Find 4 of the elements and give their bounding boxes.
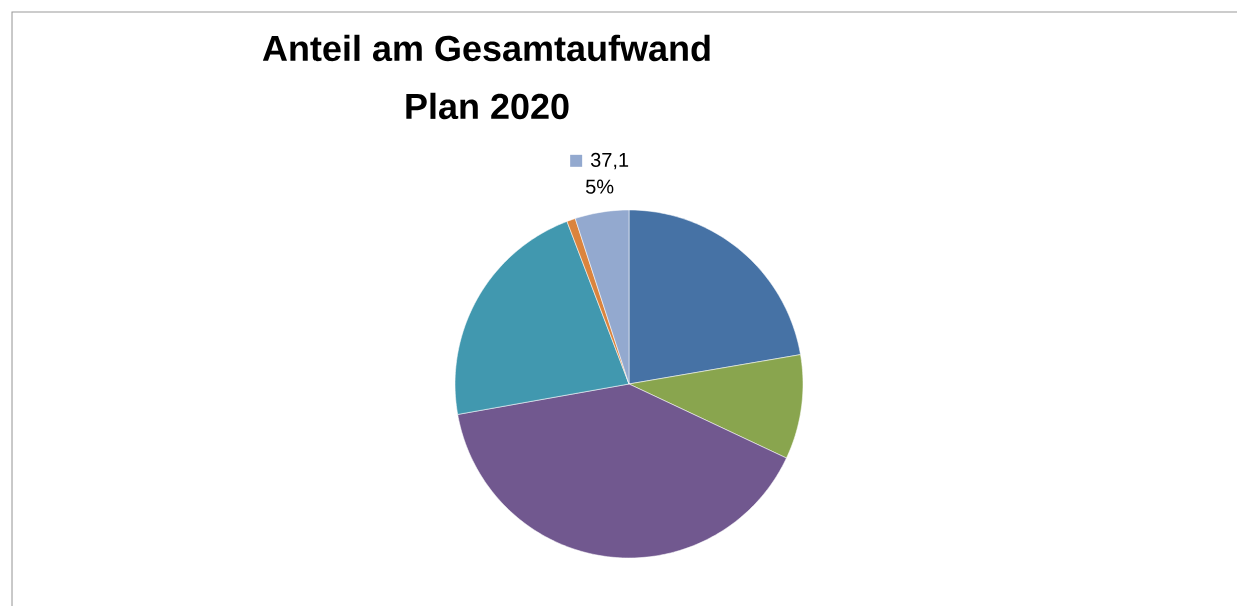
data-label: 5% <box>585 179 614 194</box>
chart-title: Anteil am Gesamtaufwand <box>262 34 710 62</box>
legend-label: 37,1 <box>590 152 629 170</box>
chart-subtitle: Plan 2020 <box>406 92 569 120</box>
